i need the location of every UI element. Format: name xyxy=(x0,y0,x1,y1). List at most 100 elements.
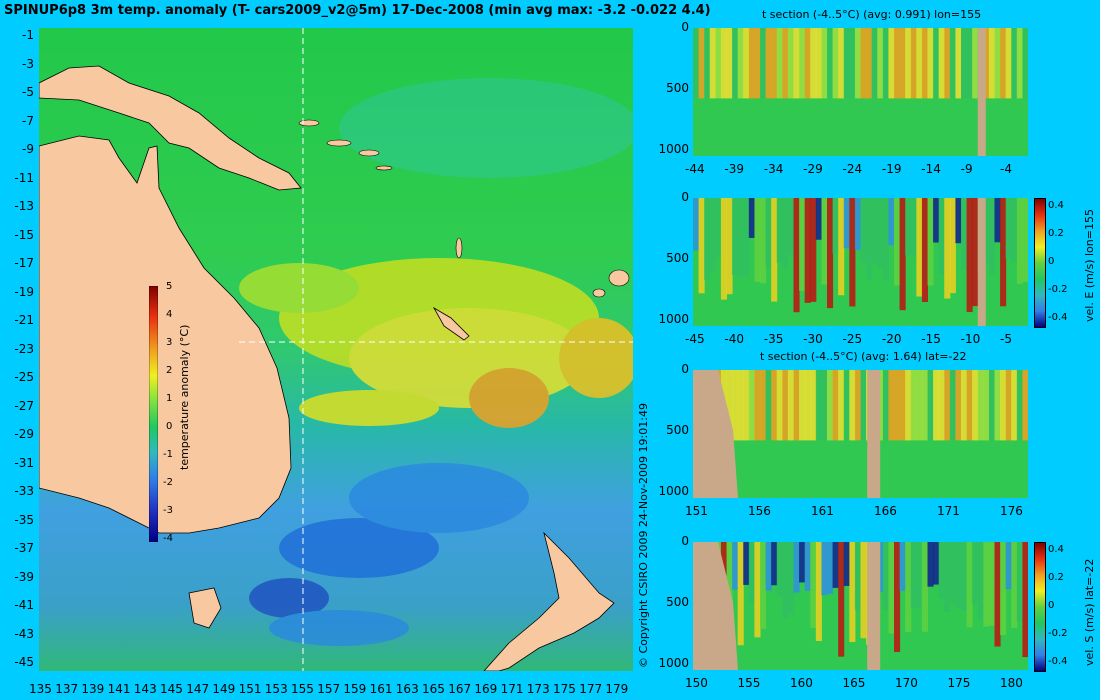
section-field-stripe xyxy=(843,542,850,586)
section-x-tick-label: -34 xyxy=(763,162,784,176)
section-field-stripe xyxy=(821,370,828,441)
section-field-stripe xyxy=(765,198,772,268)
map-colorbar-tick: 1 xyxy=(166,393,173,404)
section-x-tick-label: -19 xyxy=(881,162,902,176)
section-field-stripe xyxy=(961,198,968,270)
section-field-stripe xyxy=(821,28,828,99)
section-x-tick-label: -40 xyxy=(724,332,744,346)
section-field-stripe xyxy=(832,370,839,441)
section-field-stripe xyxy=(877,370,884,441)
velocity-colorbar-tick: -0.2 xyxy=(1048,628,1068,639)
section-plot[interactable] xyxy=(693,198,1028,326)
section-field-stripe xyxy=(1011,28,1018,99)
lat-tick-label: -43 xyxy=(14,626,34,641)
section-field-stripe xyxy=(754,198,761,282)
section-x-tick-label: -39 xyxy=(724,162,744,176)
section-field-stripe xyxy=(720,198,727,300)
section-field-stripe xyxy=(832,198,839,254)
section-field-stripe xyxy=(921,542,928,632)
section-field-stripe xyxy=(765,28,772,99)
lat-tick-label: -7 xyxy=(22,113,34,128)
lat-tick-label: -45 xyxy=(14,655,34,669)
section-field-stripe xyxy=(854,542,861,611)
section-field-stripe xyxy=(804,28,811,99)
section-field-stripe xyxy=(955,370,962,441)
lon-tick-label: 145 xyxy=(160,682,183,696)
section-field-stripe xyxy=(849,28,856,99)
new-caledonia-land xyxy=(432,306,470,341)
lon-tick-label: 173 xyxy=(526,682,550,696)
section-field-stripe xyxy=(1016,370,1023,441)
section-field-stripe xyxy=(793,198,800,313)
section-field-stripe xyxy=(938,370,945,441)
section-field-stripe xyxy=(905,28,912,99)
section-plot[interactable] xyxy=(693,370,1028,498)
section-field-stripe xyxy=(1005,198,1012,259)
section-field-stripe xyxy=(793,28,800,99)
section-field-stripe xyxy=(776,28,783,99)
section-field-stripe xyxy=(743,28,750,99)
section-field-stripe xyxy=(994,198,1001,243)
lon-tick-label: 159 xyxy=(343,682,367,696)
section-field-stripe xyxy=(1011,370,1018,441)
section-x-tick-label: -14 xyxy=(921,162,941,176)
section-field-stripe xyxy=(782,198,789,269)
section-field-stripe xyxy=(804,370,811,441)
lat-tick-label: -3 xyxy=(22,56,34,71)
section-field-stripe xyxy=(782,28,789,99)
lat-tick-label: -5 xyxy=(22,85,34,99)
map-colorbar-tick: -3 xyxy=(163,505,173,516)
section-field-stripe xyxy=(927,28,934,99)
section-x-tick-label: -5 xyxy=(1000,332,1012,346)
section-field-stripe xyxy=(726,28,733,99)
section-field-stripe xyxy=(938,542,945,599)
lat-tick-label: -21 xyxy=(14,313,34,327)
section-field-stripe xyxy=(698,198,705,294)
section-field-stripe xyxy=(854,370,861,441)
section-x-tick-label: -44 xyxy=(685,162,705,176)
section-field-stripe xyxy=(916,542,923,609)
section-x-tick-label: 160 xyxy=(790,676,813,690)
velocity-colorbar-label: vel. S (m/s) lat=-22 xyxy=(1083,558,1096,666)
section-field-stripe xyxy=(754,542,761,638)
section-field-stripe xyxy=(821,198,828,285)
lat-tick-label: -29 xyxy=(14,427,34,441)
section-x-tick-label: -10 xyxy=(960,332,981,346)
section-field-stripe xyxy=(709,198,716,272)
lat-tick-label: -31 xyxy=(14,455,34,470)
lon-tick-label: 171 xyxy=(500,682,524,696)
section-field-stripe xyxy=(877,198,884,268)
section-field-stripe xyxy=(793,370,800,441)
section-field-stripe xyxy=(972,198,979,307)
map-colorbar-tick: -2 xyxy=(163,477,173,488)
lat-tick-label: -15 xyxy=(14,227,34,242)
section-field-stripe xyxy=(771,370,778,441)
section-x-tick-label: -25 xyxy=(842,332,863,346)
lon-tick-label: 157 xyxy=(317,682,341,696)
map-colorbar-tick: 5 xyxy=(166,281,173,292)
section-field-stripe xyxy=(938,198,945,275)
section-plot[interactable] xyxy=(693,542,1028,670)
depth-tick-label: 500 xyxy=(666,423,689,437)
section-field-stripe xyxy=(899,198,906,311)
section-field-stripe xyxy=(715,198,722,258)
lat-tick-label: -11 xyxy=(14,170,34,185)
section-field-stripe xyxy=(760,198,767,284)
section-field-stripe xyxy=(961,28,968,99)
section-field-stripe xyxy=(1005,542,1012,590)
section-field-stripe xyxy=(860,542,867,639)
map-colorbar-tick: 4 xyxy=(166,309,173,320)
section-field-stripe xyxy=(866,198,873,280)
section-field-stripe xyxy=(843,28,850,99)
section-field-stripe xyxy=(799,198,806,291)
section-plot[interactable] xyxy=(693,28,1028,156)
section-field-stripe xyxy=(832,542,839,588)
section-field-stripe xyxy=(933,198,940,243)
section-field-stripe xyxy=(1022,542,1028,658)
section-field-stripe xyxy=(966,198,973,313)
section-field-stripe xyxy=(1005,28,1012,99)
temperature-anomaly-map[interactable] xyxy=(39,28,633,671)
section-field-stripe xyxy=(726,198,733,295)
section-field-stripe xyxy=(961,370,968,441)
section-field-stripe xyxy=(748,370,755,441)
